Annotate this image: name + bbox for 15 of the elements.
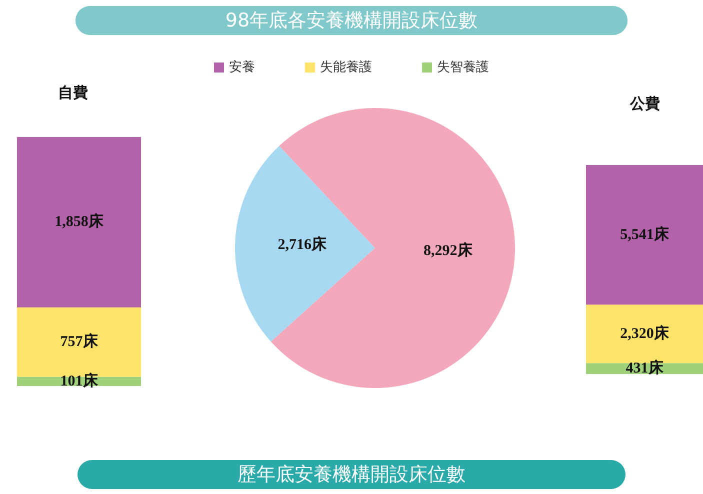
data-label: 757床	[60, 332, 99, 350]
chart-title: 自費	[58, 84, 88, 102]
data-label: 1,858床	[54, 212, 104, 230]
chart-title: 98年底各安養機構開設床位數	[225, 10, 478, 32]
data-label: 5,541床	[620, 224, 670, 243]
chart-title: 公費	[629, 94, 660, 112]
data-label: 2,320床	[620, 324, 670, 342]
legend-label: 失智養護	[437, 60, 489, 75]
data-label: 8,292床	[424, 241, 474, 260]
data-label: 2,716床	[278, 234, 328, 253]
data-label: 431床	[626, 358, 664, 377]
legend-label: 失能養護	[320, 60, 372, 75]
legend-label: 安養	[229, 59, 255, 75]
data-label: 101床	[60, 371, 99, 390]
text: 歷年底安養機構開設床位數	[238, 464, 466, 486]
